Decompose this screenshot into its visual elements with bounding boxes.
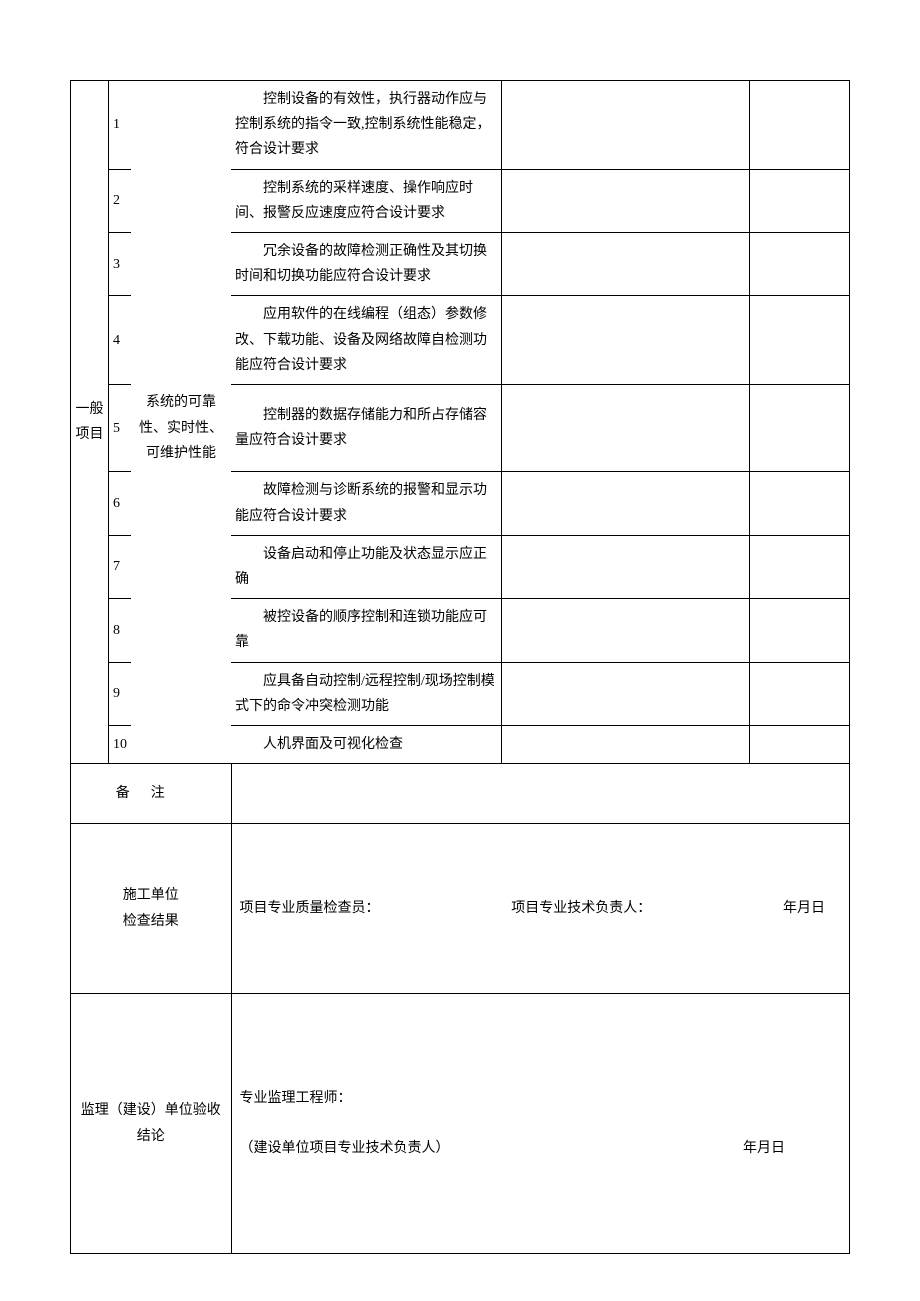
item-desc: 应用软件的在线编程（组态）参数修改、下载功能、设备及网络故障自检测功能应符合设计…: [231, 296, 501, 385]
blank-cell: [750, 169, 850, 232]
table-row: 一般项目 1 控制设备的有效性，执行器动作应与控制系统的指令一致,控制系统性能稳…: [71, 81, 850, 170]
quality-inspector-label: 项目专业质量检查员：: [240, 896, 380, 921]
blank-cell: [501, 81, 750, 170]
blank-cell: [501, 472, 750, 535]
blank-cell: [501, 535, 750, 598]
item-desc: 人机界面及可视化检查: [231, 725, 501, 763]
item-num: 8: [109, 599, 132, 662]
acceptance-sign-block: 专业监理工程师： （建设单位项目专业技术负责人） 年月日: [236, 1082, 846, 1164]
item-desc: 控制设备的有效性，执行器动作应与控制系统的指令一致,控制系统性能稳定，符合设计要…: [231, 81, 501, 170]
acceptance-row: 监理（建设）单位验收 结论 专业监理工程师： （建设单位项目专业技术负责人） 年…: [71, 994, 850, 1254]
item-num: 2: [109, 169, 132, 232]
acceptance-label-line1: 监理（建设）单位验收: [75, 1098, 227, 1123]
item-desc: 应具备自动控制/远程控制/现场控制模式下的命令冲突检测功能: [231, 662, 501, 725]
inspection-label-line1: 施工单位: [75, 883, 227, 908]
acceptance-body: 专业监理工程师： （建设单位项目专业技术负责人） 年月日: [231, 994, 850, 1254]
item-num: 7: [109, 535, 132, 598]
blank-cell: [501, 384, 750, 472]
item-desc: 被控设备的顺序控制和连锁功能应可靠: [231, 599, 501, 662]
acceptance-label-line2: 结论: [75, 1124, 227, 1149]
blank-cell: [501, 599, 750, 662]
item-desc: 控制系统的采样速度、操作响应时间、报警反应速度应符合设计要求: [231, 169, 501, 232]
blank-cell: [750, 81, 850, 170]
blank-cell: [501, 296, 750, 385]
inspection-date-label: 年月日: [783, 896, 825, 921]
blank-cell: [750, 662, 850, 725]
item-num: 6: [109, 472, 132, 535]
remarks-row: 备注: [71, 764, 850, 824]
engineer-label: 专业监理工程师：: [240, 1086, 352, 1111]
group-label: 系统的可靠性、实时性、可维护性能: [131, 384, 231, 472]
acceptance-sign-row-1: 专业监理工程师：: [236, 1082, 846, 1115]
item-num: 3: [109, 232, 132, 295]
blank-cell: [750, 472, 850, 535]
inspection-row: 施工单位 检查结果 项目专业质量检查员： 项目专业技术负责人： 年月日: [71, 824, 850, 994]
blank-cell: [750, 296, 850, 385]
blank-cell: [501, 725, 750, 763]
blank-cell: [750, 725, 850, 763]
acceptance-date-label: 年月日: [743, 1136, 785, 1161]
inspection-label: 施工单位 检查结果: [71, 824, 232, 994]
inspection-table: 一般项目 1 控制设备的有效性，执行器动作应与控制系统的指令一致,控制系统性能稳…: [70, 80, 850, 1254]
item-desc: 故障检测与诊断系统的报警和显示功能应符合设计要求: [231, 472, 501, 535]
blank-cell: [501, 662, 750, 725]
remarks-body: [231, 764, 850, 824]
table-row: 5 系统的可靠性、实时性、可维护性能 控制器的数据存储能力和所占存储容量应符合设…: [71, 384, 850, 472]
item-num: 1: [109, 81, 132, 170]
acceptance-sign-row-2: （建设单位项目专业技术负责人） 年月日: [236, 1132, 846, 1165]
blank-cell: [501, 232, 750, 295]
item-desc: 控制器的数据存储能力和所占存储容量应符合设计要求: [231, 384, 501, 472]
acceptance-label: 监理（建设）单位验收 结论: [71, 994, 232, 1254]
inspection-sign-line: 项目专业质量检查员： 项目专业技术负责人： 年月日: [236, 892, 846, 925]
item-num: 5: [109, 384, 132, 472]
blank-cell: [750, 535, 850, 598]
blank-cell: [750, 599, 850, 662]
inspection-body: 项目专业质量检查员： 项目专业技术负责人： 年月日: [231, 824, 850, 994]
tech-lead-label: 项目专业技术负责人：: [511, 896, 651, 921]
inspection-label-line2: 检查结果: [75, 909, 227, 934]
remarks-label: 备注: [71, 764, 232, 824]
category-label: 一般项目: [71, 81, 109, 764]
blank-cell: [750, 384, 850, 472]
item-num: 9: [109, 662, 132, 725]
group-label-lower: [131, 472, 231, 764]
item-num: 10: [109, 725, 132, 763]
group-label-upper: [131, 81, 231, 385]
table-row: 6 故障检测与诊断系统的报警和显示功能应符合设计要求: [71, 472, 850, 535]
item-desc: 设备启动和停止功能及状态显示应正确: [231, 535, 501, 598]
blank-cell: [501, 169, 750, 232]
item-num: 4: [109, 296, 132, 385]
item-desc: 冗余设备的故障检测正确性及其切换时间和切换功能应符合设计要求: [231, 232, 501, 295]
owner-lead-label: （建设单位项目专业技术负责人）: [240, 1136, 450, 1161]
blank-cell: [750, 232, 850, 295]
